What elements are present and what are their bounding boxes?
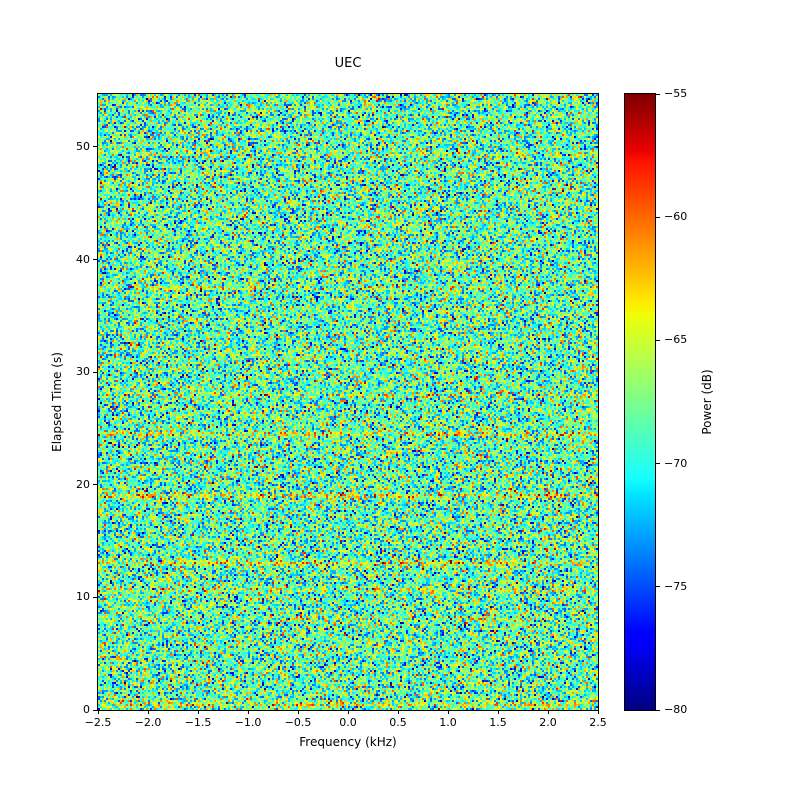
colorbar-tick-label: −75	[664, 579, 688, 593]
x-tick-label: −1.5	[184, 716, 212, 729]
y-tick-mark	[93, 146, 97, 148]
x-axis-label: Frequency (kHz)	[299, 735, 397, 749]
colorbar-tick-mark	[656, 216, 660, 218]
y-tick-mark	[93, 259, 97, 261]
x-tick-label: 1.0	[439, 716, 457, 729]
y-tick-label: 40	[76, 252, 90, 266]
colorbar	[624, 93, 656, 711]
colorbar-tick-label: −60	[664, 210, 688, 224]
x-tick-label: −2.5	[84, 716, 112, 729]
x-tick-mark	[547, 710, 549, 714]
y-tick-mark	[93, 709, 97, 711]
colorbar-tick-label: −70	[664, 456, 688, 470]
chart-title: UEC	[334, 56, 362, 71]
x-tick-mark	[597, 710, 599, 714]
colorbar-tick-mark	[656, 463, 660, 465]
x-tick-mark	[247, 710, 249, 714]
x-tick-label: −0.5	[284, 716, 312, 729]
colorbar-tick-mark	[656, 586, 660, 588]
y-tick-mark	[93, 596, 97, 598]
y-tick-mark	[93, 371, 97, 373]
colorbar-tick-label: −55	[664, 87, 688, 100]
x-tick-mark	[197, 710, 199, 714]
x-tick-label: 2.0	[539, 716, 557, 729]
x-tick-label: −1.0	[234, 716, 262, 729]
x-tick-label: 1.5	[489, 716, 507, 729]
colorbar-tick-label: −65	[664, 333, 688, 347]
x-tick-mark	[97, 710, 99, 714]
spectrogram-heatmap	[97, 93, 599, 711]
colorbar-tick-mark	[656, 93, 660, 95]
x-tick-label: −2.0	[134, 716, 162, 729]
y-tick-label: 0	[83, 703, 90, 716]
colorbar-tick-mark	[656, 339, 660, 341]
y-tick-label: 50	[76, 139, 90, 153]
y-tick-label: 20	[76, 477, 90, 491]
x-tick-mark	[297, 710, 299, 714]
colorbar-tick-mark	[656, 709, 660, 711]
x-tick-label: 0.0	[339, 716, 357, 729]
x-tick-mark	[497, 710, 499, 714]
colorbar-label: Power (dB)	[700, 369, 714, 435]
x-tick-mark	[447, 710, 449, 714]
x-tick-label: 0.5	[389, 716, 407, 729]
y-tick-mark	[93, 484, 97, 486]
colorbar-tick-label: −80	[664, 703, 688, 716]
x-tick-label: 2.5	[589, 716, 607, 729]
x-tick-mark	[397, 710, 399, 714]
x-tick-mark	[347, 710, 349, 714]
y-tick-label: 10	[76, 590, 90, 604]
y-tick-label: 30	[76, 365, 90, 379]
x-tick-mark	[147, 710, 149, 714]
